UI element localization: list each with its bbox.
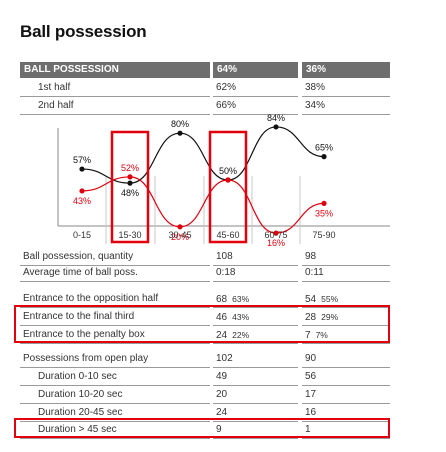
data-point <box>79 166 85 172</box>
data-label: 35% <box>315 208 333 218</box>
series-line <box>81 126 325 184</box>
stat-team2: 98 <box>302 248 390 266</box>
data-label: 52% <box>121 163 139 173</box>
data-label: 48% <box>121 188 139 198</box>
stat-team1: 0:18 <box>213 264 298 282</box>
stat-label: Entrance to the penalty box <box>20 326 210 344</box>
stat-row: Average time of ball poss. 0:18 0:11 <box>0 264 446 282</box>
stat-team2: 16 <box>302 404 390 422</box>
stat-team2: 54 55% <box>302 290 390 308</box>
x-tick-label: 60-75 <box>264 230 287 240</box>
stat-pct: 7% <box>315 330 328 340</box>
highlight-box-row <box>14 418 390 438</box>
stat-label: Duration 20-45 sec <box>20 404 210 422</box>
stat-team2: 90 <box>302 350 390 368</box>
data-point <box>273 230 279 236</box>
stat-row: Duration > 45 sec 9 1 <box>0 421 446 439</box>
stat-team2: 1 <box>302 421 390 439</box>
stat-label: Duration 10-20 sec <box>20 386 210 404</box>
stat-label: Duration 0-10 sec <box>20 368 210 386</box>
half-team1: 66% <box>213 97 298 115</box>
data-point <box>127 180 133 186</box>
stat-label: Ball possession, quantity <box>20 248 210 266</box>
header-label: BALL POSSESSION <box>20 62 210 78</box>
stat-team2: 56 <box>302 368 390 386</box>
stat-label: Average time of ball poss. <box>20 264 210 282</box>
stat-team1: 24 <box>213 404 298 422</box>
header-team2: 36% <box>302 62 390 78</box>
x-tick-label: 30-45 <box>168 230 191 240</box>
data-point <box>177 224 183 230</box>
stat-row: Possessions from open play 102 90 <box>0 350 446 368</box>
header-team1: 64% <box>213 62 298 78</box>
data-label: 65% <box>315 143 333 153</box>
data-label: 57% <box>73 155 91 165</box>
data-label: 16% <box>267 238 285 248</box>
stat-team1: 9 <box>213 421 298 439</box>
data-point <box>177 130 183 136</box>
stat-team1: 108 <box>213 248 298 266</box>
stat-label: Duration > 45 sec <box>20 421 210 439</box>
stat-team2: 17 <box>302 386 390 404</box>
stat-value: 54 <box>305 294 317 305</box>
half-label: 2nd half <box>20 97 210 115</box>
half-team2: 34% <box>302 97 390 115</box>
stat-value: 24 <box>216 330 228 341</box>
data-point <box>321 154 327 160</box>
highlight-box-rows <box>14 305 390 343</box>
stat-value: 7 <box>305 330 311 341</box>
half-team1: 62% <box>213 79 298 97</box>
data-point <box>321 200 327 206</box>
stat-pct: 29% <box>321 312 339 322</box>
data-label: 43% <box>73 196 91 206</box>
stat-row: Entrance to the penalty box 24 22% 7 7% <box>0 326 446 344</box>
data-point <box>273 124 279 130</box>
stat-team1: 49 <box>213 368 298 386</box>
data-label: 20% <box>171 232 189 242</box>
x-tick-label: 75-90 <box>312 230 335 240</box>
category-highlight-box <box>208 130 248 244</box>
stat-pct: 55% <box>321 294 339 304</box>
stat-team1: 46 43% <box>213 308 298 326</box>
stat-team1: 24 22% <box>213 326 298 344</box>
stat-pct: 63% <box>232 294 250 304</box>
series-line <box>81 176 325 234</box>
stat-team1: 102 <box>213 350 298 368</box>
stat-value: 46 <box>216 312 228 323</box>
stat-pct: 43% <box>232 312 250 322</box>
stat-row: Duration 20-45 sec 24 16 <box>0 404 446 422</box>
half-row-1: 1st half 62% 38% <box>0 79 446 97</box>
data-point <box>225 177 231 183</box>
stat-row: Entrance to the opposition half 68 63% 54… <box>0 290 446 308</box>
half-row-2: 2nd half 66% 34% <box>0 97 446 115</box>
data-point <box>79 188 85 194</box>
category-highlight-box <box>110 130 150 244</box>
x-tick-label: 45-60 <box>216 230 239 240</box>
stat-value: 28 <box>305 312 317 323</box>
page-title: Ball possession <box>20 22 147 41</box>
stat-team1: 20 <box>213 386 298 404</box>
x-tick-label: 0-15 <box>73 230 91 240</box>
stat-label: Entrance to the final third <box>20 308 210 326</box>
half-team2: 38% <box>302 79 390 97</box>
stat-row: Ball possession, quantity 108 98 <box>0 248 446 266</box>
stat-team1: 68 63% <box>213 290 298 308</box>
stat-pct: 22% <box>232 330 250 340</box>
stat-row: Duration 10-20 sec 20 17 <box>0 386 446 404</box>
half-label: 1st half <box>20 79 210 97</box>
stat-team2: 7 7% <box>302 326 390 344</box>
stat-label: Entrance to the opposition half <box>20 290 210 308</box>
x-tick-label: 15-30 <box>118 230 141 240</box>
stat-row: Entrance to the final third 46 43% 28 29% <box>0 308 446 326</box>
stat-team2: 28 29% <box>302 308 390 326</box>
data-label: 80% <box>171 119 189 129</box>
data-label: 84% <box>267 113 285 123</box>
data-label: 50% <box>219 166 237 176</box>
stat-label: Possessions from open play <box>20 350 210 368</box>
stat-value: 68 <box>216 294 228 305</box>
stat-team2: 0:11 <box>302 264 390 282</box>
data-point <box>127 174 133 180</box>
stat-row: Duration 0-10 sec 49 56 <box>0 368 446 386</box>
